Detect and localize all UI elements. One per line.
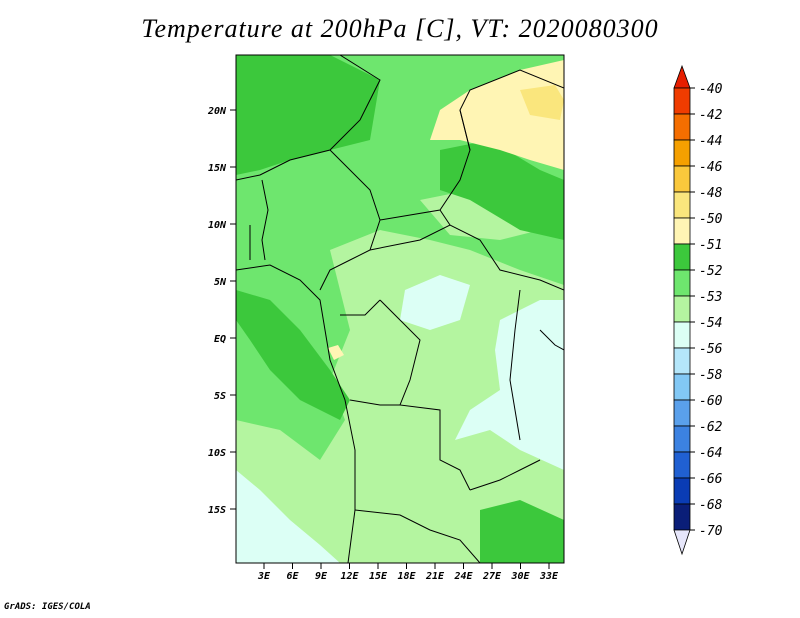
colorbar-swatch: [673, 87, 691, 115]
colorbar-label: -53: [699, 290, 722, 305]
lon-label: 3E: [257, 571, 271, 582]
colorbar-swatch: [673, 347, 691, 375]
field-56-sw: [236, 470, 340, 563]
chart-title: Temperature at 200hPa [C], VT: 202008030…: [141, 14, 659, 43]
colorbar-bottom-arrow: [673, 529, 691, 556]
colorbar-swatch: [673, 399, 691, 427]
field-50-ne: [430, 60, 564, 170]
field-52-ne: [440, 140, 564, 240]
field-52-se: [480, 500, 564, 563]
lat-label: 5S: [214, 391, 226, 402]
colorbar-label: -48: [699, 186, 723, 201]
colorbar-label: -62: [699, 420, 723, 435]
lat-label: 5N: [214, 277, 227, 288]
borders: [236, 55, 564, 563]
lat-label: EQ: [214, 334, 226, 345]
colorbar-top-arrow: [673, 64, 691, 89]
field-52-west: [236, 290, 350, 420]
colorbar-label: -68: [699, 498, 723, 513]
colorbar-label: -70: [699, 524, 723, 539]
lon-label: 27E: [482, 571, 502, 582]
colorbar-swatch: [673, 295, 691, 323]
field-48-ne: [520, 85, 564, 120]
colorbar-label: -56: [699, 342, 723, 357]
colorbar-label: -66: [699, 472, 723, 487]
longitude-labels: 3E 6E 9E 12E 15E 18E 21E 24E 27E 30E 33E: [257, 563, 559, 582]
lat-label: 15N: [208, 163, 227, 174]
field-54-central: [236, 230, 564, 563]
colorbar-swatch: [673, 425, 691, 453]
grads-credit: GrADS: IGES/COLA: [4, 602, 91, 612]
colorbar-label: -42: [699, 108, 723, 123]
lon-label: 15E: [369, 571, 388, 582]
colorbar-swatch: [673, 139, 691, 167]
colorbar-swatch: [673, 217, 691, 245]
field-52-north: [236, 55, 380, 175]
colorbar-swatch: [673, 373, 691, 401]
latitude-labels: 20N 15N 10N 5N EQ 5S 10S 15S: [207, 106, 236, 516]
colorbar-swatch: [673, 321, 691, 349]
colorbar-label: -40: [699, 82, 723, 97]
lat-label: 10S: [208, 448, 226, 459]
lat-label: 20N: [207, 106, 227, 117]
colorbar-label: -46: [699, 160, 723, 175]
lon-label: 24E: [453, 571, 473, 582]
lon-label: 6E: [286, 571, 299, 582]
field-56-east: [455, 300, 564, 470]
lat-label: 10N: [208, 220, 227, 231]
colorbar-label: -60: [699, 394, 723, 409]
map-frame: [235, 54, 565, 564]
colorbar-swatch: [673, 477, 691, 505]
colorbar: -40 -42 -44 -46 -48 -50 -51 -52 -53 -54 -56 -58 -60 -…: [673, 64, 723, 556]
colorbar-label: -44: [699, 134, 722, 149]
colorbar-label: -51: [699, 238, 722, 253]
colorbar-swatch: [673, 243, 691, 271]
colorbar-swatch: [673, 165, 691, 193]
colorbar-swatch: [673, 191, 691, 219]
colorbar-label: -52: [699, 264, 723, 279]
lon-label: 12E: [340, 571, 359, 582]
lon-label: 33E: [539, 571, 559, 582]
colorbar-label: -54: [699, 316, 722, 331]
colorbar-swatch: [673, 269, 691, 297]
field-50-spot: [328, 345, 344, 360]
lat-label: 15S: [208, 505, 226, 516]
lon-label: 9E: [315, 571, 328, 582]
colorbar-swatch: [673, 451, 691, 479]
colorbar-label: -64: [699, 446, 722, 461]
lon-label: 18E: [397, 571, 416, 582]
lon-label: 21E: [425, 571, 445, 582]
lon-label: 30E: [510, 571, 530, 582]
colorbar-label: -50: [699, 212, 723, 227]
colorbar-swatch: [673, 113, 691, 141]
colorbar-label: -58: [699, 368, 723, 383]
field-56-mid: [400, 275, 470, 330]
colorbar-swatch: [673, 503, 691, 531]
temperature-field: [236, 55, 564, 563]
